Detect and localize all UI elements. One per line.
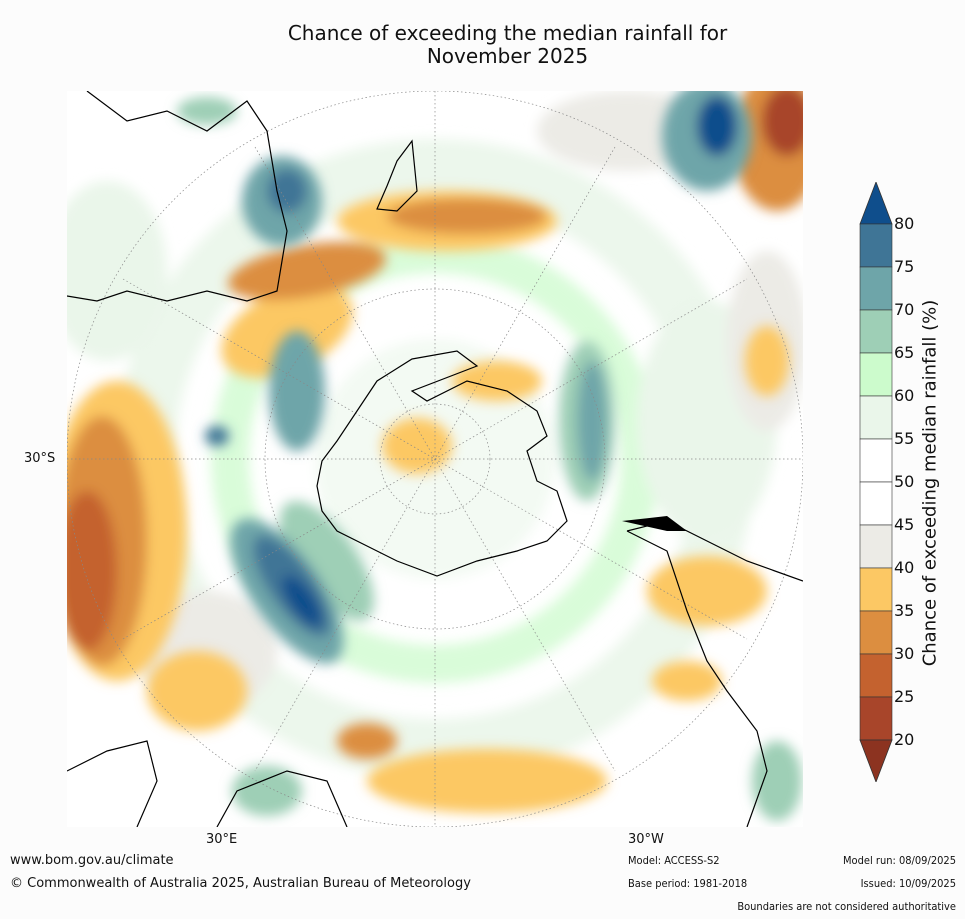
colorbar-tick-label: 40 bbox=[894, 558, 915, 577]
colorbar-tick-label: 80 bbox=[894, 214, 915, 233]
missing-value-region bbox=[622, 516, 687, 531]
colorbar-bin bbox=[859, 524, 893, 569]
africa-coast bbox=[67, 740, 348, 827]
colorbar-bin bbox=[859, 653, 893, 698]
wet-anomaly-regions bbox=[177, 91, 802, 821]
graticule bbox=[67, 91, 803, 827]
colorbar-tick-label: 55 bbox=[894, 429, 915, 448]
footer-base-period: Base period: 1981-2018 bbox=[628, 877, 748, 890]
footer-model-run: Model run: 08/09/2025 bbox=[843, 854, 956, 867]
colorbar-bin bbox=[859, 481, 893, 526]
dry-anomaly-regions bbox=[67, 91, 803, 813]
title-line-1: Chance of exceeding the median rainfall … bbox=[287, 21, 728, 45]
lon-label-30e: 30°E bbox=[206, 832, 238, 847]
colorbar-tick-label: 35 bbox=[894, 601, 915, 620]
footer-copyright: © Commonwealth of Australia 2025, Austra… bbox=[10, 876, 471, 891]
colorbar-tick-label: 70 bbox=[894, 300, 915, 319]
colorbar-tick-label: 45 bbox=[894, 515, 915, 534]
colorbar-title: Chance of exceeding median rainfall (%) bbox=[919, 299, 941, 667]
map-svg bbox=[67, 91, 803, 827]
colorbar-bin bbox=[859, 309, 893, 354]
colorbar-bin bbox=[859, 567, 893, 612]
footer-disclaimer: Boundaries are not considered authoritat… bbox=[737, 900, 956, 913]
colorbar-bin-over bbox=[859, 182, 893, 225]
colorbar-bin bbox=[859, 438, 893, 483]
antarctica-coast bbox=[316, 350, 568, 577]
colorbar-tick-label: 30 bbox=[894, 644, 915, 663]
colorbar-bin bbox=[859, 223, 893, 268]
colorbar-tick-label: 65 bbox=[894, 343, 915, 362]
colorbar-tick-label: 20 bbox=[894, 730, 915, 749]
colorbar-bin bbox=[859, 610, 893, 655]
new-zealand-coast bbox=[376, 139, 418, 212]
colorbar-bin bbox=[859, 696, 893, 741]
footer-website: www.bom.gov.au/climate bbox=[10, 853, 174, 868]
colorbar-bin bbox=[859, 266, 893, 311]
colorbar-tick-label: 25 bbox=[894, 687, 915, 706]
rainfall-map bbox=[67, 91, 803, 827]
colorbar-svg bbox=[859, 182, 893, 782]
colorbar-bin bbox=[859, 395, 893, 440]
title-line-2: November 2025 bbox=[426, 44, 589, 68]
footer-model: Model: ACCESS-S2 bbox=[628, 854, 720, 867]
colorbar-bin bbox=[859, 352, 893, 397]
colorbar-tick-label: 50 bbox=[894, 472, 915, 491]
colorbar-bin-under bbox=[859, 739, 893, 782]
footer-issued: Issued: 10/09/2025 bbox=[860, 877, 956, 890]
colorbar-bins bbox=[859, 182, 893, 782]
colorbar-tick-label: 60 bbox=[894, 386, 915, 405]
colorbar-tick-label: 75 bbox=[894, 257, 915, 276]
australia-coast bbox=[67, 91, 288, 302]
colorbar: 80 75 70 65 60 55 50 45 40 35 30 25 20 bbox=[856, 182, 965, 782]
map-title: Chance of exceeding the median rainfall … bbox=[240, 22, 775, 68]
lon-label-30w: 30°W bbox=[628, 832, 664, 847]
coastlines bbox=[67, 91, 803, 827]
lat-label-30s: 30°S bbox=[24, 451, 56, 466]
